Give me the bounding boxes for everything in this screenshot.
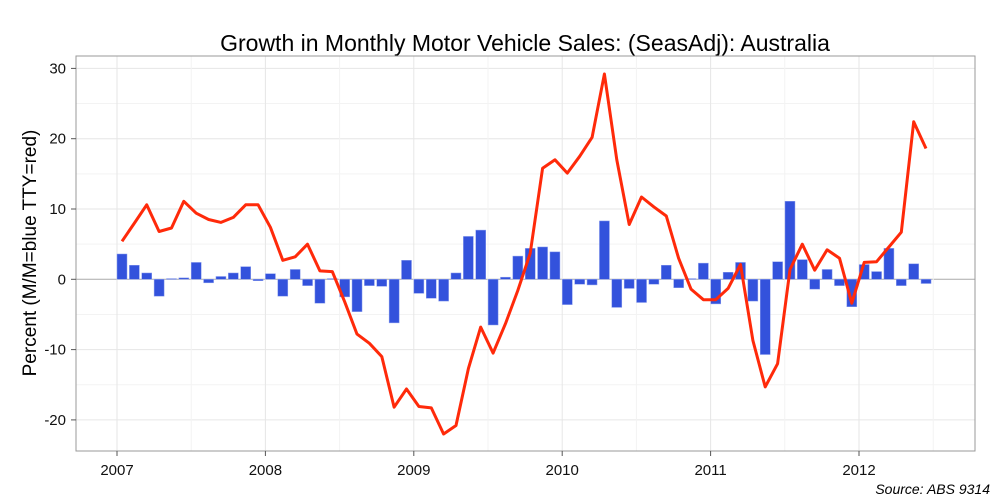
bar-mm (413, 279, 425, 294)
bar-mm (920, 279, 932, 284)
bar-mm (698, 262, 709, 280)
bar-mm (500, 276, 511, 280)
y-tick-label: 30 (49, 60, 66, 77)
bar-mm (586, 279, 598, 286)
x-tick-label: 2011 (694, 462, 726, 479)
bar-mm (636, 279, 647, 303)
bar-mm (537, 246, 548, 280)
x-tick-label: 2008 (249, 462, 282, 479)
bar-mm (364, 279, 375, 286)
bar-mm (512, 255, 524, 280)
x-tick-label: 2009 (397, 462, 430, 479)
bar-mm (896, 279, 907, 286)
bar-mm (648, 279, 660, 285)
bar-mm (463, 236, 474, 280)
axes: -20 -10 0 10 20 30 2007 2008 2009 2010 2011 2012 (44, 60, 875, 479)
bar-mm (549, 251, 561, 280)
bar-mm (661, 264, 672, 280)
bar-mm (401, 260, 412, 280)
plot-border (75, 55, 976, 452)
bar-mm (376, 279, 388, 287)
source-note: Source: ABS 9314 (875, 481, 990, 497)
bar-mm (710, 279, 722, 305)
bar-mm (166, 278, 177, 280)
y-tick-label: -20 (44, 412, 66, 429)
bar-mm (611, 279, 623, 308)
bar-mm (747, 279, 759, 302)
bar-mm (314, 279, 326, 304)
bar-mm (574, 279, 585, 285)
x-tick-label: 2012 (842, 462, 875, 479)
bar-mm (908, 263, 919, 280)
bar-mm (351, 279, 363, 312)
line-tty (120, 72, 928, 436)
bar-mm (277, 279, 289, 297)
bar-mm (759, 279, 771, 355)
bar-mm (228, 272, 239, 280)
x-tick-label: 2007 (100, 462, 133, 479)
bar-mm (797, 259, 808, 280)
bar-mm (203, 279, 214, 284)
y-tick-label: 20 (49, 131, 66, 148)
bar-mm (116, 253, 128, 280)
y-tick-label: -10 (44, 342, 66, 359)
bar-mm (252, 279, 264, 281)
bar-mm (809, 279, 820, 290)
y-tick-label: 10 (49, 201, 66, 218)
chart-title: Growth in Monthly Motor Vehicle Sales: (… (220, 30, 830, 56)
bar-mm (623, 279, 635, 289)
bar-mm (438, 279, 449, 302)
bar-mm (599, 220, 610, 280)
line-tty-path (120, 72, 928, 436)
y-axis-label: Percent (M/M=blue TTY=red) (20, 130, 41, 377)
bar-mm (450, 272, 462, 280)
bar-mm (821, 269, 833, 280)
bar-mm (190, 262, 202, 280)
x-tick-label: 2010 (546, 462, 579, 479)
bar-mm (846, 279, 858, 307)
bar-mm (289, 269, 301, 280)
bar-mm (215, 276, 227, 280)
bar-mm (141, 272, 152, 280)
bar-mm (487, 279, 499, 326)
y-tick-label: 0 (58, 271, 66, 288)
bar-mm (388, 279, 400, 324)
bar-mm (722, 272, 734, 280)
bar-mm (240, 266, 251, 280)
bar-mm (562, 279, 573, 305)
bar-mm (178, 277, 190, 280)
bar-mm (871, 271, 882, 280)
bars-mm (116, 201, 932, 355)
bar-mm (302, 279, 313, 286)
bar-mm (475, 229, 486, 280)
bar-mm (772, 261, 783, 280)
bar-mm (327, 278, 338, 280)
bar-mm (834, 279, 845, 286)
grid (76, 56, 975, 451)
bar-mm (129, 264, 140, 280)
bar-mm (426, 279, 437, 299)
bar-mm (153, 279, 165, 297)
bar-mm (265, 273, 276, 280)
bar-mm (673, 279, 684, 288)
